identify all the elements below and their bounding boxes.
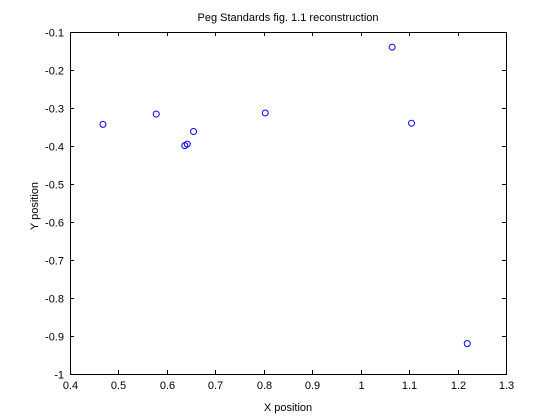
data-point — [183, 140, 191, 148]
x-tick-label: 0.6 — [160, 380, 175, 392]
data-point — [152, 110, 160, 118]
data-point — [190, 128, 198, 136]
data-point — [261, 109, 269, 117]
y-tick-label: -0.4 — [45, 142, 64, 154]
y-tick-label: -0.2 — [45, 66, 64, 78]
data-points — [99, 43, 471, 348]
axes — [70, 32, 507, 375]
y-axis-title: Y position — [29, 182, 41, 230]
x-tick-label: 0.7 — [208, 380, 223, 392]
y-tick-label: -0.3 — [45, 104, 64, 116]
plot-area-frame — [70, 32, 507, 375]
x-tick-label: 0.9 — [305, 380, 320, 392]
ticks: 0.4 0.5 0.6 0.7 0.8 0.9 1 1.1 1.2 1.3 -1 -0.9 -0.8 -0… — [45, 28, 514, 393]
y-tick-label: -0.6 — [45, 218, 64, 230]
x-tick-label: 0.5 — [111, 380, 126, 392]
chart-title: Peg Standards fig. 1.1 reconstruction — [198, 12, 379, 24]
y-tick-label: -0.7 — [45, 256, 64, 268]
y-tick-label: -0.1 — [45, 28, 64, 40]
x-tick-label: 1.1 — [402, 380, 417, 392]
x-tick-label: 0.8 — [257, 380, 272, 392]
x-tick-label: 1.2 — [451, 380, 466, 392]
x-tick-label: 1.3 — [499, 380, 514, 392]
data-point — [99, 120, 107, 128]
y-tick-label: -1 — [54, 370, 64, 382]
x-tick-label: 1 — [358, 380, 364, 392]
x-tick-label: 0.4 — [63, 380, 78, 392]
x-axis-title: X position — [264, 402, 312, 414]
data-point — [388, 43, 396, 51]
y-tick-label: -0.8 — [45, 294, 64, 306]
y-tick-label: -0.5 — [45, 180, 64, 192]
y-tick-label: -0.9 — [45, 332, 64, 344]
data-point — [408, 119, 416, 127]
data-point — [463, 340, 471, 348]
